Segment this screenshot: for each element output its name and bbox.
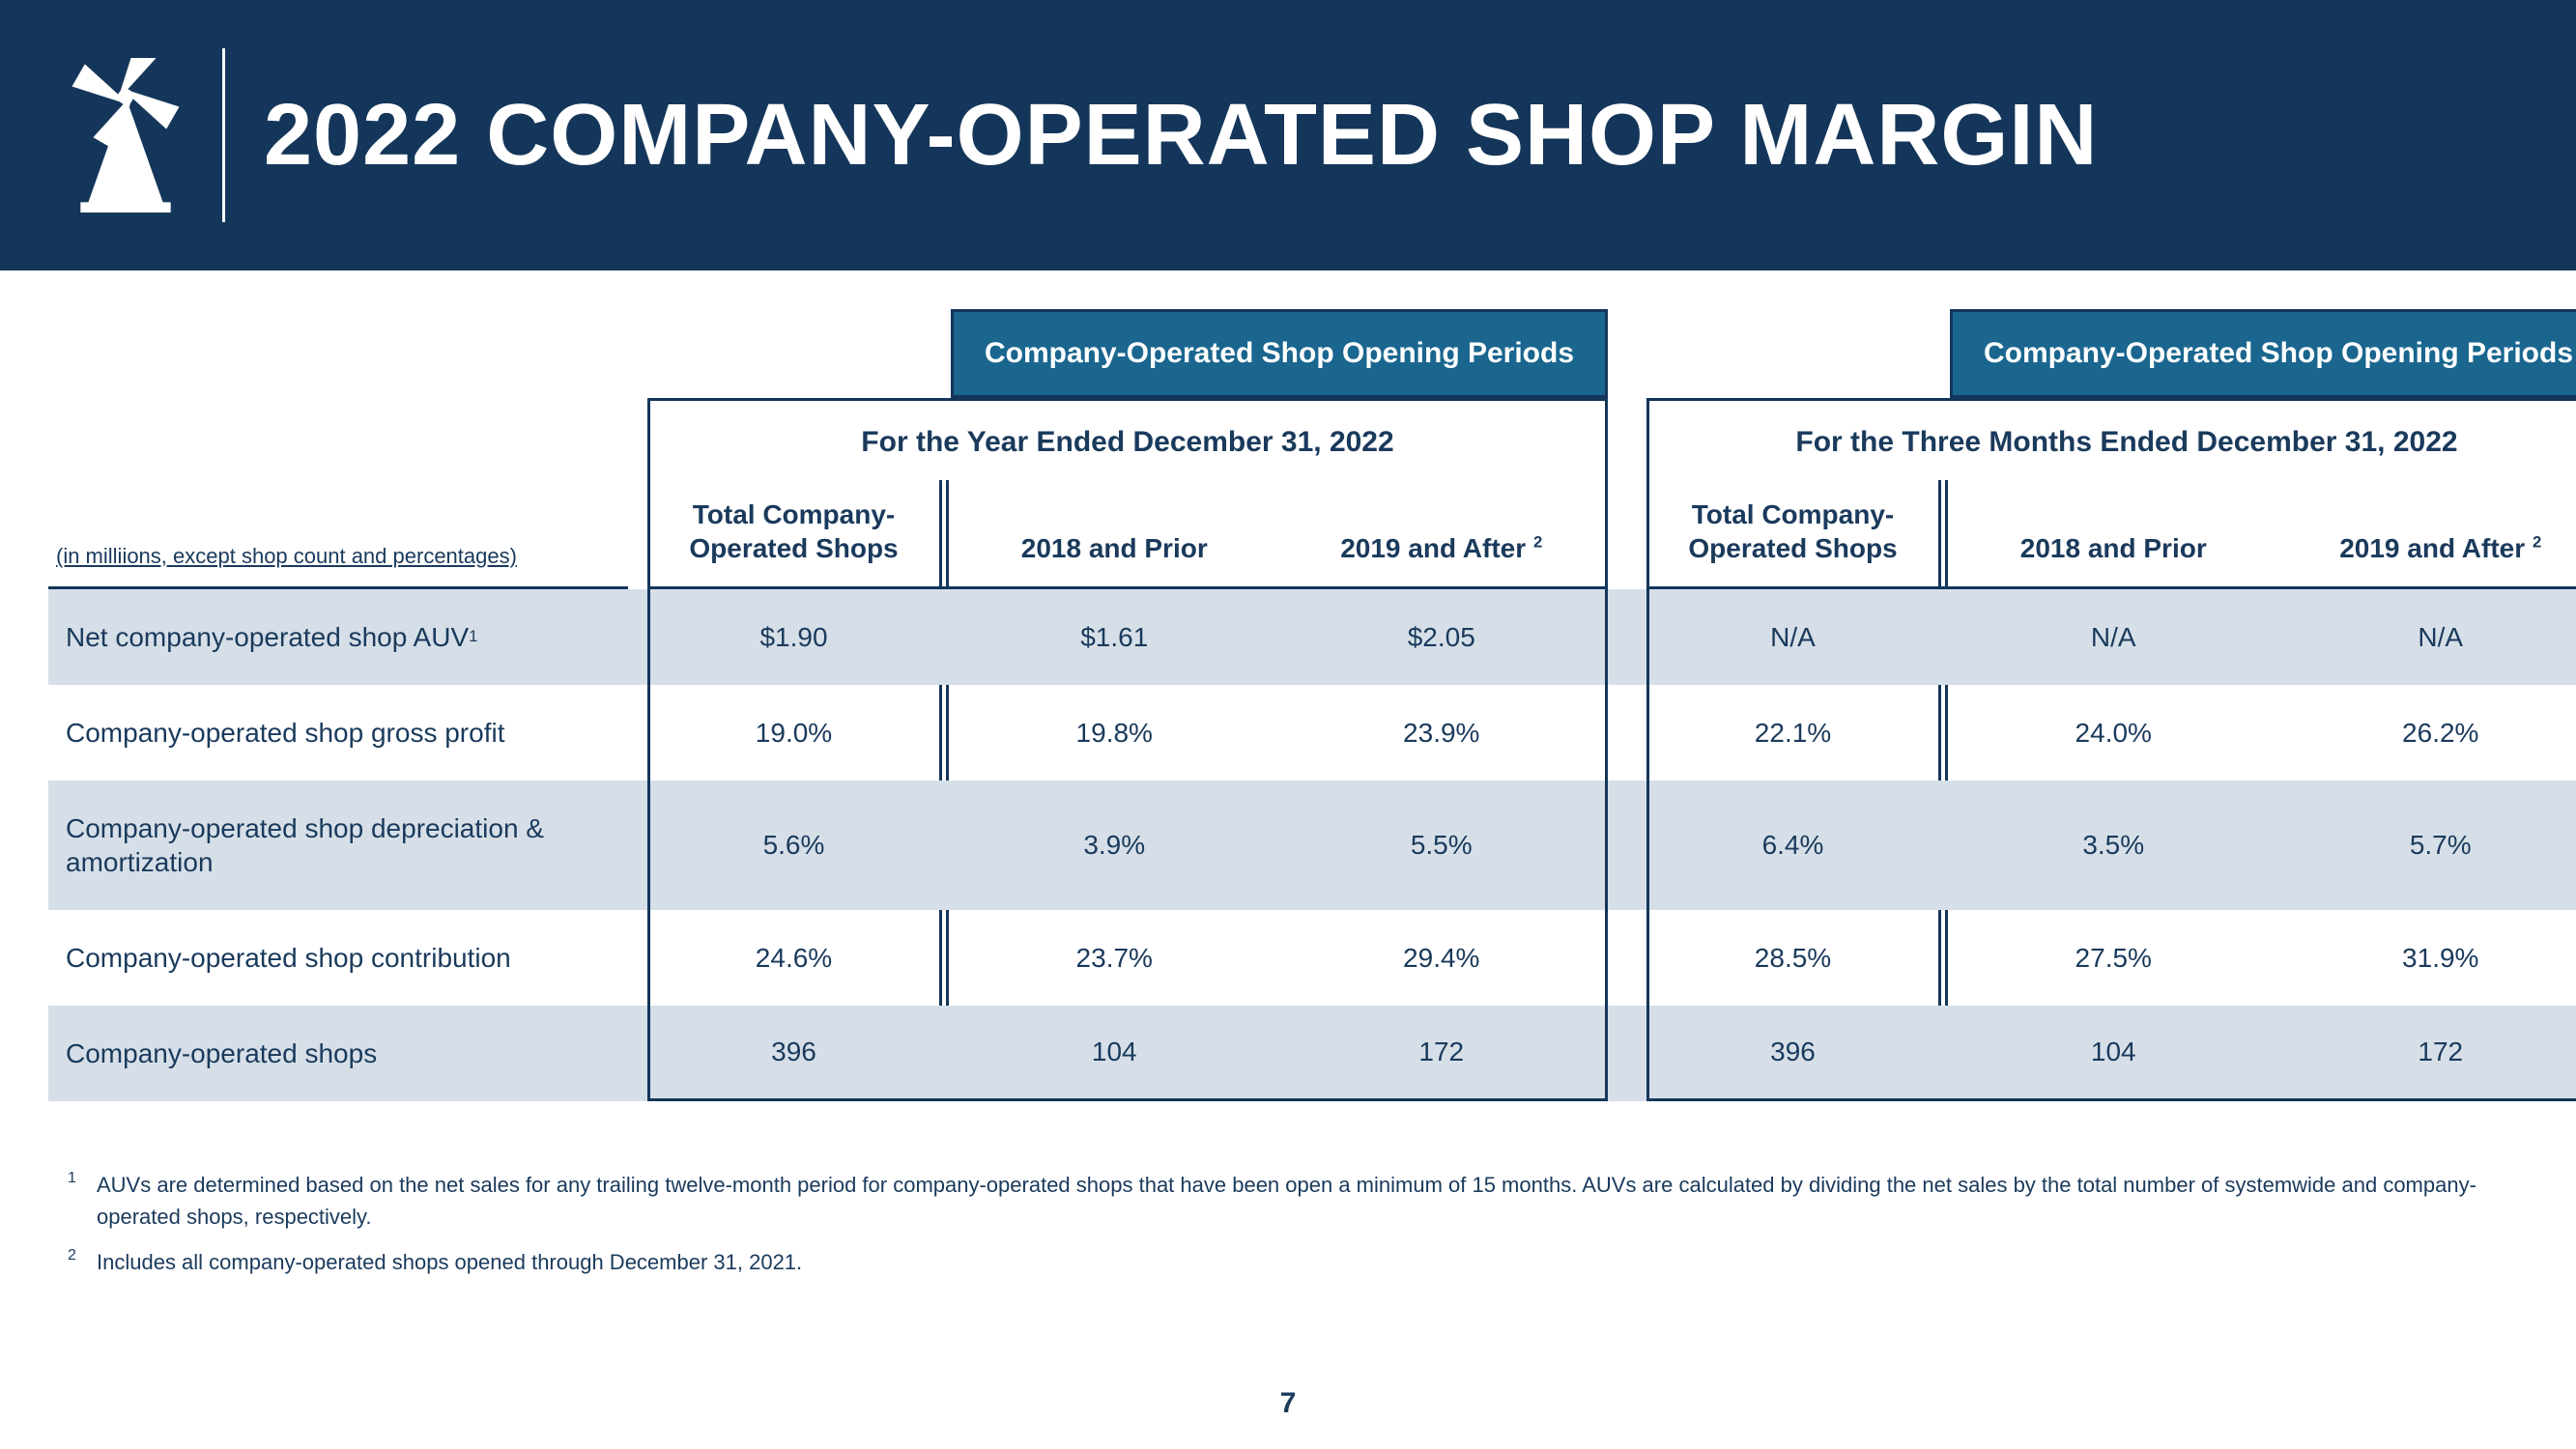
units-note: (in milliions, except shop count and per… — [48, 480, 628, 589]
cell-year-opening: $1.61$2.05 — [951, 589, 1608, 685]
margin-table: Company-Operated Shop Opening Periods Co… — [48, 309, 2528, 1101]
footnote-1: 1 AUVs are determined based on the net s… — [68, 1169, 2508, 1233]
cell-quarter-opening: 104172 — [1950, 1006, 2576, 1101]
header-divider — [222, 48, 225, 222]
cell-quarter-total: 22.1% — [1646, 685, 1936, 781]
footnote-2: 2 Includes all company-operated shops op… — [68, 1246, 2508, 1278]
period-banner-year: Company-Operated Shop Opening Periods — [951, 309, 1608, 398]
content-area: Company-Operated Shop Opening Periods Co… — [0, 270, 2576, 1101]
cell-quarter-opening: N/AN/A — [1950, 589, 2576, 685]
cell-year-total: 24.6% — [647, 910, 937, 1006]
windmill-icon — [58, 58, 193, 213]
colhdr-total-year: Total Company-Operated Shops — [647, 480, 937, 589]
cell-quarter-opening: 24.0%26.2% — [1950, 685, 2576, 781]
cell-quarter-total: 6.4% — [1646, 781, 1936, 910]
colhdr-opening-year: 2018 and Prior 2019 and After 2 — [951, 480, 1608, 589]
cell-year-opening: 19.8%23.9% — [951, 685, 1608, 781]
cell-year-total: 396 — [647, 1006, 937, 1101]
cell-quarter-total: N/A — [1646, 589, 1936, 685]
row-label: Net company-operated shop AUV 1 — [48, 589, 628, 685]
page-number: 7 — [0, 1387, 2576, 1420]
row-label: Company-operated shop depreciation & amo… — [48, 781, 628, 910]
row-label: Company-operated shops — [48, 1006, 628, 1101]
cell-year-total: 5.6% — [647, 781, 937, 910]
logo-wrap: 2022 COMPANY-OPERATED SHOP MARGIN — [58, 48, 2098, 222]
cell-quarter-total: 396 — [1646, 1006, 1936, 1101]
header-bar: 2022 COMPANY-OPERATED SHOP MARGIN — [0, 0, 2576, 270]
page-title: 2022 COMPANY-OPERATED SHOP MARGIN — [264, 86, 2098, 185]
cell-year-opening: 3.9%5.5% — [951, 781, 1608, 910]
subperiod-year: For the Year Ended December 31, 2022 — [647, 398, 1608, 480]
cell-year-total: $1.90 — [647, 589, 937, 685]
cell-quarter-opening: 3.5%5.7% — [1950, 781, 2576, 910]
colhdr-opening-quarter: 2018 and Prior 2019 and After 2 — [1950, 480, 2576, 589]
footnotes: 1 AUVs are determined based on the net s… — [0, 1101, 2576, 1278]
row-label: Company-operated shop gross profit — [48, 685, 628, 781]
cell-year-total: 19.0% — [647, 685, 937, 781]
colhdr-total-quarter: Total Company-Operated Shops — [1646, 480, 1936, 589]
subperiod-quarter: For the Three Months Ended December 31, … — [1646, 398, 2576, 480]
cell-year-opening: 104172 — [951, 1006, 1608, 1101]
cell-year-opening: 23.7%29.4% — [951, 910, 1608, 1006]
cell-quarter-opening: 27.5%31.9% — [1950, 910, 2576, 1006]
period-banner-quarter: Company-Operated Shop Opening Periods — [1950, 309, 2576, 398]
row-label: Company-operated shop contribution — [48, 910, 628, 1006]
cell-quarter-total: 28.5% — [1646, 910, 1936, 1006]
